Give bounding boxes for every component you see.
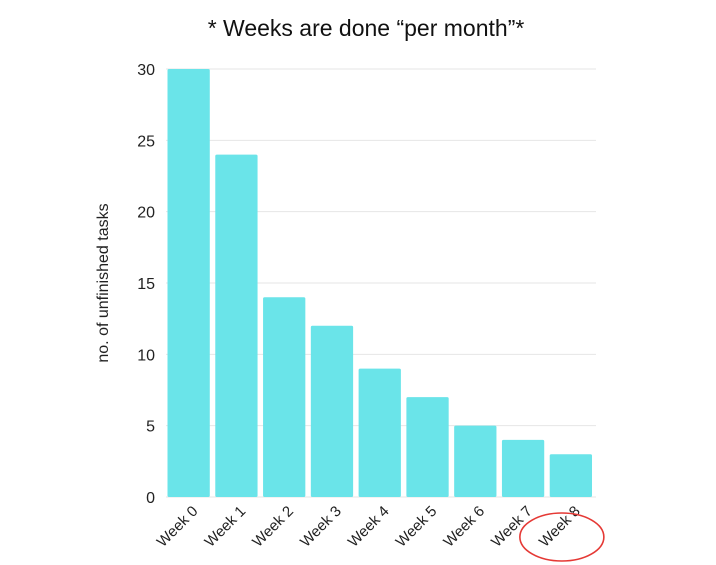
chart-title: * Weeks are done “per month”* [208,15,525,41]
highlight-circle [519,512,605,562]
bar-week-3 [310,325,354,497]
bar-week-5 [406,397,449,497]
x-tick-label: Week 5 [393,503,441,551]
y-axis-label: no. of unfinished tasks [95,203,112,362]
y-tick-label: 20 [137,205,155,222]
y-axis-ticks: 0 5 10 15 20 25 30 [137,62,155,507]
bars [167,69,593,497]
x-axis-ticks: Week 0 Week 1 Week 2 Week 3 Week 4 Week 5 Week… [154,503,584,551]
y-tick-label: 0 [146,490,155,507]
x-tick-label: Week 4 [345,503,393,551]
y-tick-label: 15 [137,276,155,293]
x-tick-label: Week 0 [154,503,202,551]
bar-week-4 [358,368,401,497]
bar-week-1 [215,154,258,497]
x-tick-label: Week 3 [297,503,345,551]
y-tick-label: 5 [146,419,155,436]
x-tick-label: Week 8 [536,503,584,551]
y-tick-label: 25 [137,133,155,150]
y-tick-label: 10 [137,347,155,364]
bar-week-2 [263,297,306,497]
bar-week-6 [454,425,497,497]
y-tick-label: 30 [137,62,155,79]
x-tick-label: Week 2 [249,503,297,551]
bar-week-8 [549,454,593,497]
annotations [519,512,605,562]
x-tick-label: Week 6 [440,503,488,551]
x-tick-label: Week 7 [488,503,536,551]
x-tick-label: Week 1 [201,503,249,551]
bar-week-7 [501,439,545,497]
bar-week-0 [167,69,210,497]
